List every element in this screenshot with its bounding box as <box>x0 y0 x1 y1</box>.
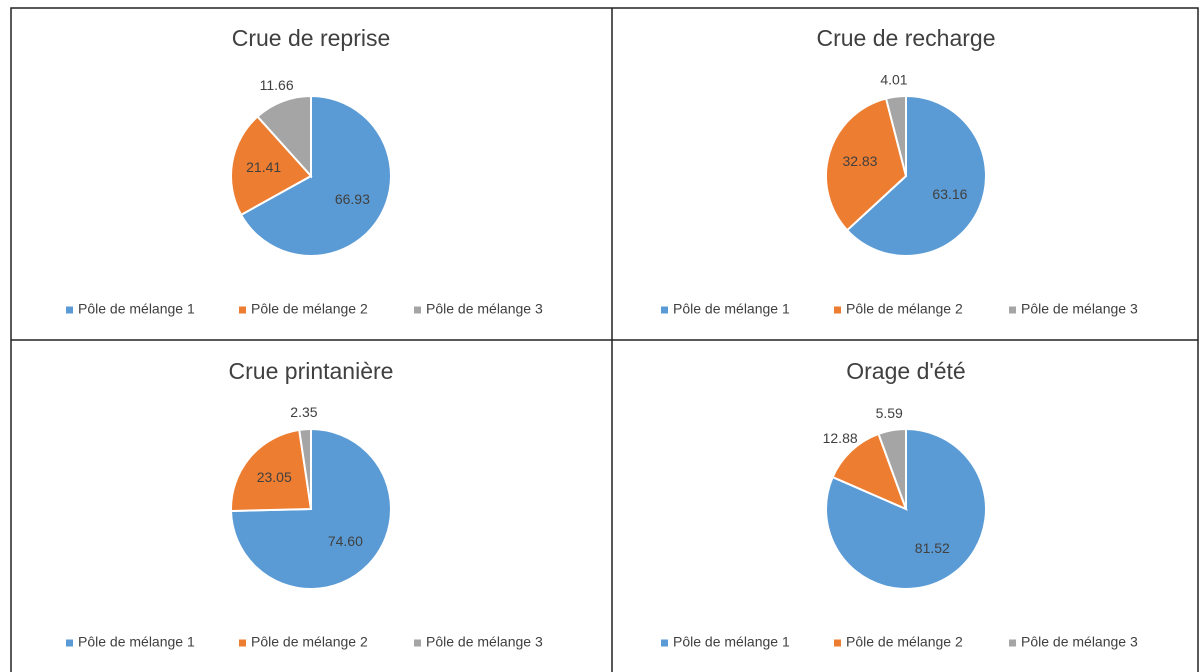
pie-slice <box>256 94 312 179</box>
pie-slice <box>884 94 907 177</box>
chart-title: Crue de reprise <box>232 25 391 51</box>
data-label: 74.60 <box>328 533 363 549</box>
data-label: 66.93 <box>335 191 370 207</box>
legend-label: Pôle de mélange 1 <box>673 634 790 650</box>
data-label: 63.16 <box>932 186 967 202</box>
legend-label: Pôle de mélange 3 <box>1021 634 1138 650</box>
pie-slice <box>877 427 907 510</box>
legend-swatch <box>239 639 246 647</box>
pie-slice <box>230 428 313 513</box>
legend-label: Pôle de mélange 1 <box>78 634 195 650</box>
legend-swatch <box>661 639 668 647</box>
legend-swatch <box>834 639 841 647</box>
legend-label: Pôle de mélange 1 <box>78 301 195 317</box>
legend-label: Pôle de mélange 2 <box>846 301 963 317</box>
pie-slice <box>831 432 908 511</box>
legend-swatch <box>414 306 421 314</box>
legend-label: Pôle de mélange 2 <box>251 634 368 650</box>
data-label: 11.66 <box>260 77 294 93</box>
legend-swatch <box>661 306 668 314</box>
data-label: 21.41 <box>246 159 281 175</box>
legend-swatch <box>414 639 421 647</box>
data-label: 12.88 <box>823 430 858 446</box>
data-label: 81.52 <box>915 540 950 556</box>
chart-title: Orage d'été <box>846 358 965 384</box>
pie-slice <box>239 94 392 257</box>
data-label: 32.83 <box>842 153 877 169</box>
legend-swatch <box>66 306 73 314</box>
legend-label: Pôle de mélange 3 <box>1021 301 1138 317</box>
pie-slice <box>845 94 987 257</box>
chart-title: Crue printanière <box>229 358 394 384</box>
data-label: 23.05 <box>257 469 292 485</box>
chart-title: Crue de recharge <box>817 25 996 51</box>
legend-label: Pôle de mélange 1 <box>673 301 790 317</box>
legend-swatch <box>1009 639 1016 647</box>
data-label: 4.01 <box>880 71 907 87</box>
pie-slice <box>298 427 312 510</box>
legend-label: Pôle de mélange 2 <box>251 301 368 317</box>
legend-label: Pôle de mélange 3 <box>426 301 543 317</box>
legend-label: Pôle de mélange 3 <box>426 634 543 650</box>
data-label: 2.35 <box>290 404 317 420</box>
legend-swatch <box>1009 306 1016 314</box>
data-label: 5.59 <box>876 405 903 421</box>
frame <box>10 7 1199 672</box>
pie-slice <box>825 97 908 232</box>
legend-swatch <box>239 306 246 314</box>
legend-label: Pôle de mélange 2 <box>846 634 963 650</box>
pie-slice <box>230 115 313 217</box>
legend-swatch <box>834 306 841 314</box>
legend-swatch <box>66 639 73 647</box>
